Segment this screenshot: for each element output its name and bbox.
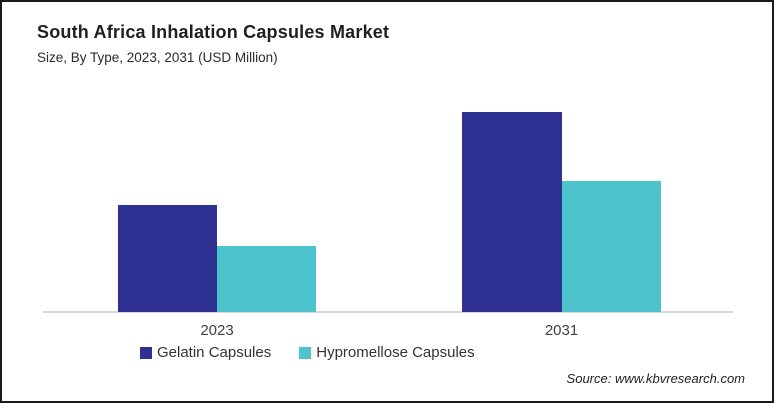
legend-item-hypromellose-capsules: Hypromellose Capsules bbox=[299, 344, 475, 361]
bar-gelatin-2023 bbox=[118, 205, 217, 312]
chart-title: South Africa Inhalation Capsules Market bbox=[37, 22, 390, 42]
legend-label-gelatin: Gelatin Capsules bbox=[157, 344, 272, 361]
legend-label-hypromellose: Hypromellose Capsules bbox=[316, 344, 475, 361]
chart-subtitle: Size, By Type, 2023, 2031 (USD Million) bbox=[37, 50, 278, 65]
chart-header: South Africa Inhalation Capsules Market … bbox=[37, 22, 389, 65]
legend-item-gelatin-capsules: Gelatin Capsules bbox=[140, 344, 271, 361]
legend-swatch-hypromellose-icon bbox=[299, 346, 312, 359]
source-credit: Source: www.kbvresearch.com bbox=[566, 371, 745, 386]
x-axis-label-2031: 2031 bbox=[544, 322, 579, 339]
legend-swatch-gelatin-icon bbox=[140, 346, 152, 359]
bar-gelatin-2031 bbox=[462, 112, 562, 312]
legend: Gelatin Capsules Hypromellose Capsules bbox=[140, 344, 475, 361]
bar-hypromellose-2031 bbox=[561, 181, 661, 312]
x-axis-label-2023: 2023 bbox=[200, 322, 234, 339]
x-axis-line bbox=[43, 311, 733, 313]
bar-group-2031 bbox=[462, 112, 661, 312]
bar-hypromellose-2023 bbox=[217, 246, 316, 312]
bar-group-2023 bbox=[118, 205, 316, 312]
